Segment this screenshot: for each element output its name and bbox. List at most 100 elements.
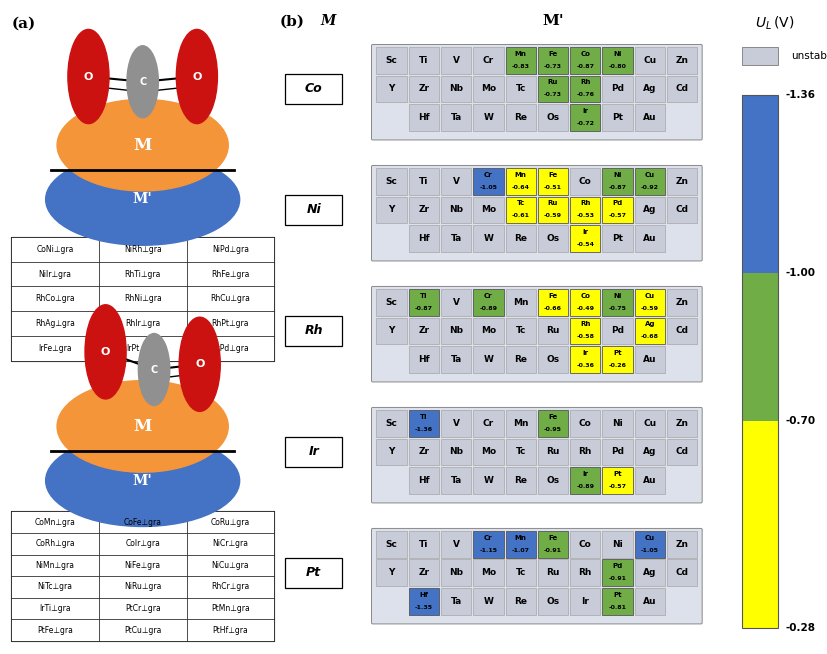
Ellipse shape — [57, 381, 228, 472]
Text: -0.64: -0.64 — [512, 184, 529, 190]
FancyBboxPatch shape — [635, 409, 665, 437]
FancyBboxPatch shape — [99, 336, 187, 361]
FancyBboxPatch shape — [667, 439, 697, 466]
Text: -0.59: -0.59 — [641, 305, 659, 311]
Text: -0.81: -0.81 — [609, 605, 627, 610]
Text: (a): (a) — [12, 16, 36, 30]
FancyBboxPatch shape — [99, 262, 187, 286]
Text: Co: Co — [579, 540, 591, 549]
Text: W: W — [484, 355, 494, 364]
Text: Ir: Ir — [308, 445, 319, 458]
Text: Ta: Ta — [451, 597, 461, 606]
Text: NiRu⊥gra: NiRu⊥gra — [124, 583, 161, 591]
Text: Ti: Ti — [419, 56, 428, 65]
FancyBboxPatch shape — [742, 47, 777, 65]
Text: Re: Re — [514, 234, 527, 243]
FancyBboxPatch shape — [99, 286, 187, 311]
Text: W: W — [484, 597, 494, 606]
Text: -0.36: -0.36 — [576, 363, 595, 368]
Text: Mo: Mo — [480, 326, 496, 336]
Text: CoRu⊥gra: CoRu⊥gra — [211, 518, 250, 526]
FancyBboxPatch shape — [12, 262, 99, 286]
Ellipse shape — [45, 154, 240, 245]
FancyBboxPatch shape — [441, 289, 471, 316]
FancyBboxPatch shape — [570, 76, 600, 102]
Text: V: V — [452, 298, 460, 307]
FancyBboxPatch shape — [570, 559, 600, 586]
Text: Fe: Fe — [548, 413, 557, 420]
Text: -0.95: -0.95 — [544, 426, 562, 432]
Text: RhPt⊥gra: RhPt⊥gra — [212, 319, 249, 328]
FancyBboxPatch shape — [538, 531, 568, 557]
Text: Pt: Pt — [614, 471, 622, 477]
Text: Tc: Tc — [515, 568, 526, 577]
Text: Cu: Cu — [645, 171, 655, 178]
Text: M': M' — [543, 14, 564, 28]
Text: Co: Co — [581, 50, 590, 57]
Text: -0.80: -0.80 — [609, 63, 627, 69]
FancyBboxPatch shape — [667, 46, 697, 74]
FancyBboxPatch shape — [376, 168, 407, 195]
Text: Ti: Ti — [420, 413, 428, 420]
Text: Pd: Pd — [611, 84, 624, 94]
Text: Rh: Rh — [579, 447, 592, 456]
Text: V: V — [452, 56, 460, 65]
Text: Au: Au — [643, 476, 657, 485]
Text: Sc: Sc — [385, 419, 398, 428]
Text: Tc: Tc — [517, 200, 525, 207]
FancyBboxPatch shape — [667, 76, 697, 102]
FancyBboxPatch shape — [570, 168, 600, 195]
Text: Rh: Rh — [304, 324, 323, 337]
Text: -0.28: -0.28 — [786, 623, 816, 633]
FancyBboxPatch shape — [376, 289, 407, 316]
FancyBboxPatch shape — [371, 528, 702, 624]
FancyBboxPatch shape — [409, 289, 439, 316]
Text: Pt: Pt — [306, 566, 322, 579]
Text: Co: Co — [579, 419, 591, 428]
Text: -0.92: -0.92 — [641, 184, 659, 190]
Text: Fe: Fe — [548, 534, 557, 541]
Text: Rh: Rh — [579, 568, 592, 577]
Text: Ni: Ni — [612, 419, 623, 428]
FancyBboxPatch shape — [742, 421, 777, 628]
Text: RhTi⊥gra: RhTi⊥gra — [125, 269, 161, 279]
FancyBboxPatch shape — [570, 318, 600, 344]
Text: Ag: Ag — [643, 447, 657, 456]
Text: -0.51: -0.51 — [544, 184, 562, 190]
FancyBboxPatch shape — [187, 619, 275, 641]
FancyBboxPatch shape — [505, 289, 536, 316]
FancyBboxPatch shape — [602, 531, 633, 557]
FancyBboxPatch shape — [99, 237, 187, 262]
Text: M: M — [321, 14, 336, 28]
FancyBboxPatch shape — [570, 347, 600, 373]
Text: -0.87: -0.87 — [415, 305, 433, 311]
Text: unstable: unstable — [791, 51, 827, 61]
Text: Ni: Ni — [612, 540, 623, 549]
FancyBboxPatch shape — [409, 589, 439, 615]
Text: Ta: Ta — [451, 355, 461, 364]
Text: Y: Y — [389, 205, 394, 215]
FancyBboxPatch shape — [570, 104, 600, 131]
FancyBboxPatch shape — [505, 197, 536, 224]
FancyBboxPatch shape — [667, 289, 697, 316]
Text: PtFe⊥gra: PtFe⊥gra — [37, 626, 73, 634]
FancyBboxPatch shape — [635, 589, 665, 615]
Text: Pt: Pt — [614, 592, 622, 598]
Text: PtPd⊥gra: PtPd⊥gra — [212, 344, 249, 353]
FancyBboxPatch shape — [635, 439, 665, 466]
FancyBboxPatch shape — [742, 273, 777, 421]
Text: Hf: Hf — [418, 234, 429, 243]
FancyBboxPatch shape — [538, 318, 568, 344]
FancyBboxPatch shape — [570, 439, 600, 466]
FancyBboxPatch shape — [187, 286, 275, 311]
FancyBboxPatch shape — [538, 104, 568, 131]
Text: M: M — [133, 137, 152, 154]
FancyBboxPatch shape — [441, 104, 471, 131]
Text: Ru: Ru — [547, 326, 560, 336]
Text: Mo: Mo — [480, 447, 496, 456]
Text: Zr: Zr — [418, 326, 429, 336]
FancyBboxPatch shape — [538, 589, 568, 615]
Text: Zn: Zn — [676, 298, 689, 307]
FancyBboxPatch shape — [667, 409, 697, 437]
Text: Ti: Ti — [420, 292, 428, 299]
